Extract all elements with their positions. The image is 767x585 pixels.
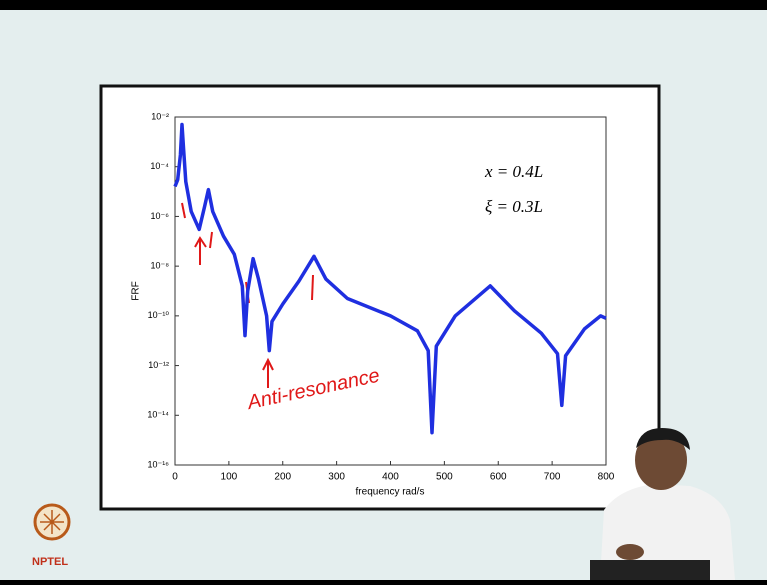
y-tick-label: 10⁻⁴ <box>150 161 169 171</box>
x-tick-label: 0 <box>172 472 178 483</box>
x-tick-label: 700 <box>544 472 561 483</box>
x-tick-label: 800 <box>598 472 615 483</box>
y-tick-label: 10⁻² <box>151 111 169 121</box>
y-tick-label: 10⁻¹⁶ <box>148 459 170 469</box>
screen: FRF frequency rad/s x = 0.4L ξ = 0.3L An… <box>0 0 767 580</box>
y-tick-label: 10⁻¹² <box>148 360 169 370</box>
x-tick-label: 200 <box>274 472 291 483</box>
y-tick-label: 10⁻⁸ <box>150 261 169 271</box>
x-tick-label: 600 <box>490 472 507 483</box>
y-tick-label: 10⁻¹⁴ <box>147 410 169 420</box>
annotation: ξ = 0.3L <box>485 197 543 216</box>
y-tick-label: 10⁻⁶ <box>151 211 170 221</box>
x-tick-label: 300 <box>328 472 345 483</box>
annotation: x = 0.4L <box>484 162 543 181</box>
x-tick-label: 400 <box>382 472 399 483</box>
x-tick-label: 500 <box>436 472 453 483</box>
page: FRF frequency rad/s x = 0.4L ξ = 0.3L An… <box>0 0 767 580</box>
y-axis-label: FRF <box>131 281 142 300</box>
y-tick-label: 10⁻¹⁰ <box>148 310 170 320</box>
x-tick-label: 100 <box>221 472 238 483</box>
x-axis-label: frequency rad/s <box>356 487 425 498</box>
logo-text: NPTEL <box>32 556 68 568</box>
